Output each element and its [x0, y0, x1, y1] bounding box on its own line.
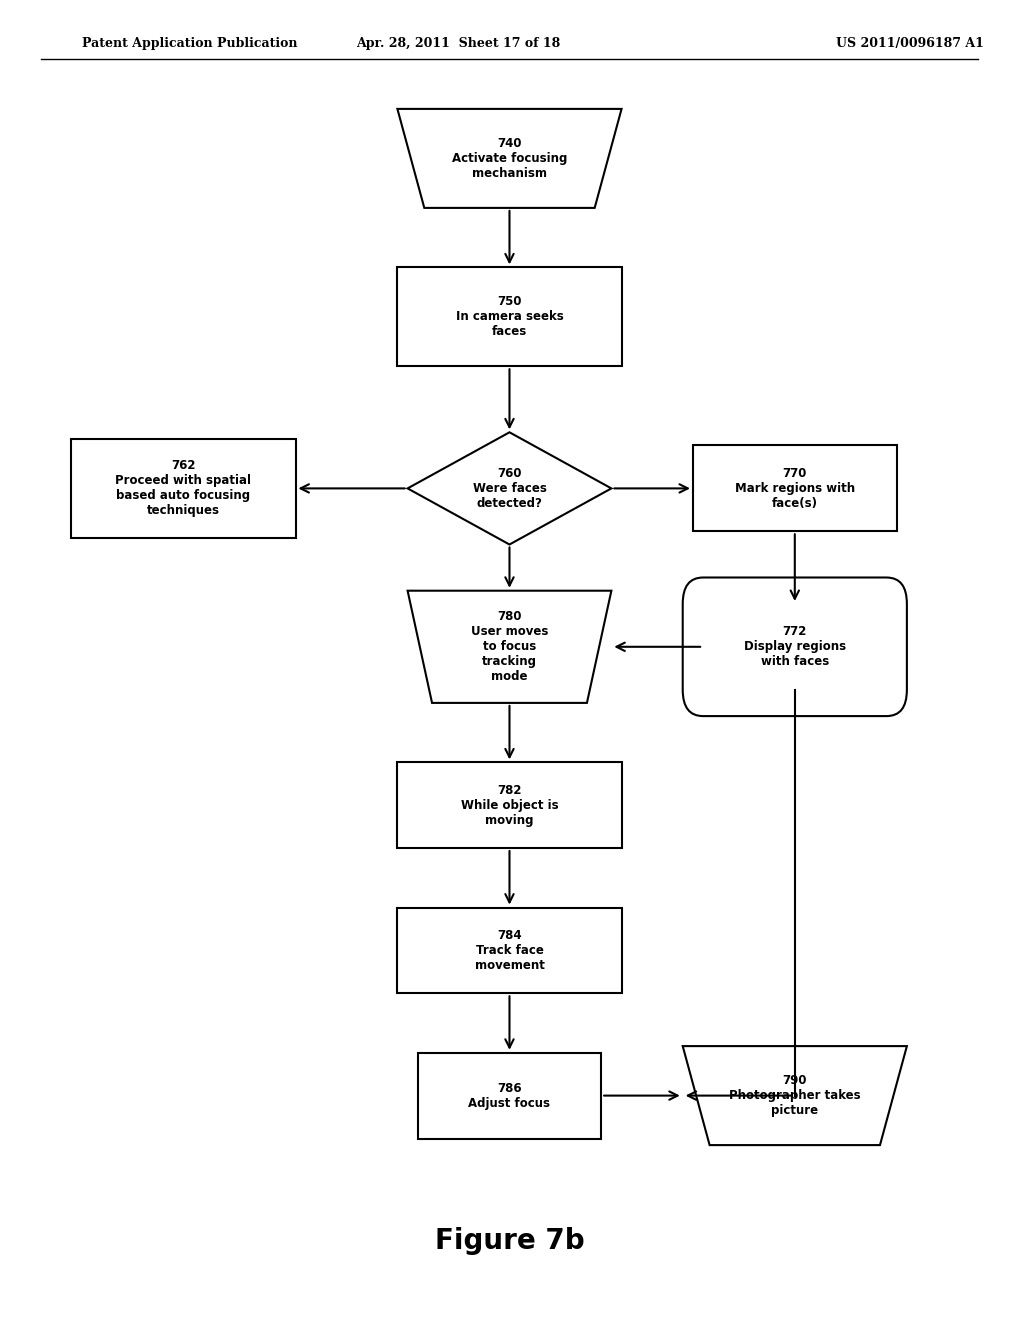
Text: 786
Adjust focus: 786 Adjust focus: [469, 1081, 551, 1110]
Text: 760
Were faces
detected?: 760 Were faces detected?: [472, 467, 547, 510]
Text: 770
Mark regions with
face(s): 770 Mark regions with face(s): [735, 467, 855, 510]
Bar: [397, 908, 622, 993]
Text: Patent Application Publication: Patent Application Publication: [82, 37, 297, 50]
Bar: [397, 762, 622, 847]
Bar: [72, 438, 296, 539]
Text: 784
Track face
movement: 784 Track face movement: [474, 929, 545, 972]
Text: 790
Photographer takes
picture: 790 Photographer takes picture: [729, 1074, 860, 1117]
Text: 772
Display regions
with faces: 772 Display regions with faces: [743, 626, 846, 668]
Text: 740
Activate focusing
mechanism: 740 Activate focusing mechanism: [452, 137, 567, 180]
Bar: [693, 445, 897, 531]
Text: 782
While object is
moving: 782 While object is moving: [461, 784, 558, 826]
Text: 762
Proceed with spatial
based auto focusing
techniques: 762 Proceed with spatial based auto focu…: [116, 459, 252, 517]
Text: US 2011/0096187 A1: US 2011/0096187 A1: [836, 37, 983, 50]
Bar: [397, 267, 622, 366]
Bar: [418, 1053, 601, 1138]
Text: 780
User moves
to focus
tracking
mode: 780 User moves to focus tracking mode: [471, 610, 548, 684]
Text: Figure 7b: Figure 7b: [434, 1226, 585, 1255]
Text: Apr. 28, 2011  Sheet 17 of 18: Apr. 28, 2011 Sheet 17 of 18: [356, 37, 561, 50]
Text: 750
In camera seeks
faces: 750 In camera seeks faces: [456, 296, 563, 338]
